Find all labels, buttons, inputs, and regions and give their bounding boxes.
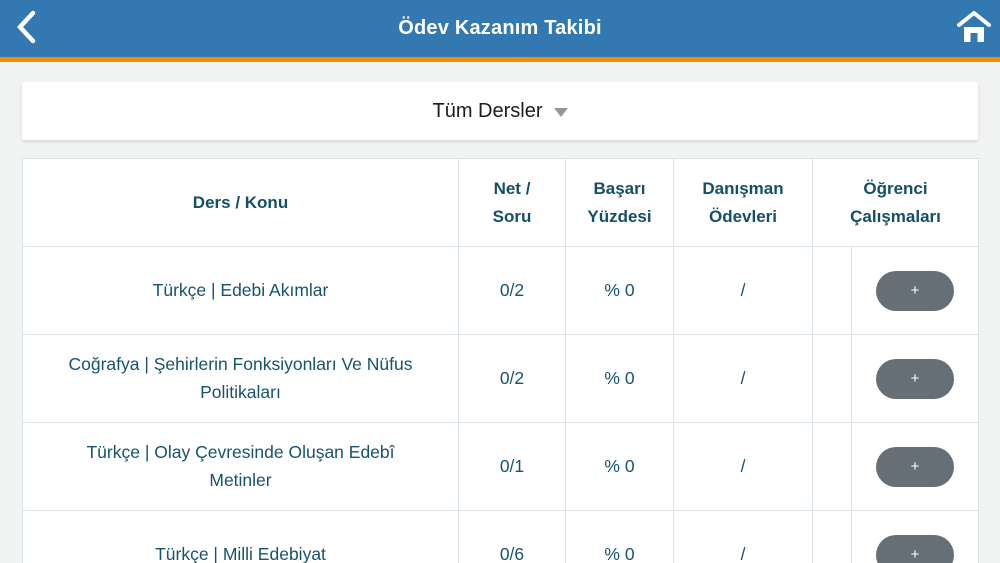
net-soru-cell: 0/1 [458, 422, 566, 511]
spacer-cell [812, 334, 852, 423]
back-button[interactable] [0, 0, 52, 57]
basari-yuzdesi-cell: % 0 [565, 334, 674, 423]
basari-yuzdesi-cell: % 0 [565, 510, 674, 563]
table-row: Türkçe | Edebi Akımlar 0/2 % 0 / + [22, 246, 980, 335]
page-title: Ödev Kazanım Takibi [398, 17, 602, 39]
add-student-work-button[interactable]: + [876, 534, 954, 563]
ogrenci-calismalari-cell: + [850, 422, 980, 511]
ogrenci-calismalari-cell: + [850, 246, 980, 335]
column-header-danisman-odevleri: Danışman Ödevleri [673, 158, 813, 247]
accent-bar [0, 57, 1000, 62]
basari-yuzdesi-cell: % 0 [565, 246, 674, 335]
chevron-down-icon [553, 108, 568, 117]
add-student-work-button[interactable]: + [876, 270, 954, 311]
danisman-odevleri-cell: / [673, 510, 813, 563]
course-filter-dropdown[interactable]: Tüm Dersler [22, 82, 978, 140]
net-soru-cell: 0/6 [458, 510, 566, 563]
home-button[interactable] [948, 0, 1000, 57]
chevron-left-icon [13, 9, 39, 48]
column-header-ders-konu: Ders / Konu [22, 158, 459, 247]
add-student-work-button[interactable]: + [876, 446, 954, 487]
ogrenci-calismalari-cell: + [850, 334, 980, 423]
homework-tracking-table: Ders / Konu Net / Soru Başarı Yüzdesi Da… [22, 158, 980, 563]
course-filter-selected-value: Tüm Dersler [432, 99, 543, 122]
topic-cell: Coğrafya | Şehirlerin Fonksiyonları Ve N… [22, 334, 459, 423]
danisman-odevleri-cell: / [673, 422, 813, 511]
spacer-cell [812, 246, 852, 335]
column-header-ogrenci-calismalari: Öğrenci Çalışmaları [811, 158, 980, 247]
danisman-odevleri-cell: / [673, 334, 813, 423]
table-header-row: Ders / Konu Net / Soru Başarı Yüzdesi Da… [22, 158, 980, 247]
spacer-cell [812, 422, 852, 511]
table-row: Türkçe | Milli Edebiyat 0/6 % 0 / + [22, 510, 980, 563]
app-header: Ödev Kazanım Takibi [0, 0, 1000, 57]
column-header-basari-yuzdesi: Başarı Yüzdesi [565, 158, 674, 247]
basari-yuzdesi-cell: % 0 [565, 422, 674, 511]
danisman-odevleri-cell: / [673, 246, 813, 335]
spacer-cell [812, 510, 852, 563]
topic-cell: Türkçe | Milli Edebiyat [22, 510, 459, 563]
net-soru-cell: 0/2 [458, 246, 566, 335]
home-icon [956, 10, 992, 47]
topic-cell: Türkçe | Olay Çevresinde Oluşan Edebî Me… [22, 422, 459, 511]
main-content: Tüm Dersler Ders / Konu Net / Soru Başar… [0, 62, 1000, 563]
topic-cell: Türkçe | Edebi Akımlar [22, 246, 459, 335]
table-row: Türkçe | Olay Çevresinde Oluşan Edebî Me… [22, 422, 980, 511]
net-soru-cell: 0/2 [458, 334, 566, 423]
table-row: Coğrafya | Şehirlerin Fonksiyonları Ve N… [22, 334, 980, 423]
ogrenci-calismalari-cell: + [850, 510, 980, 563]
add-student-work-button[interactable]: + [876, 358, 954, 399]
column-header-net-soru: Net / Soru [458, 158, 566, 247]
